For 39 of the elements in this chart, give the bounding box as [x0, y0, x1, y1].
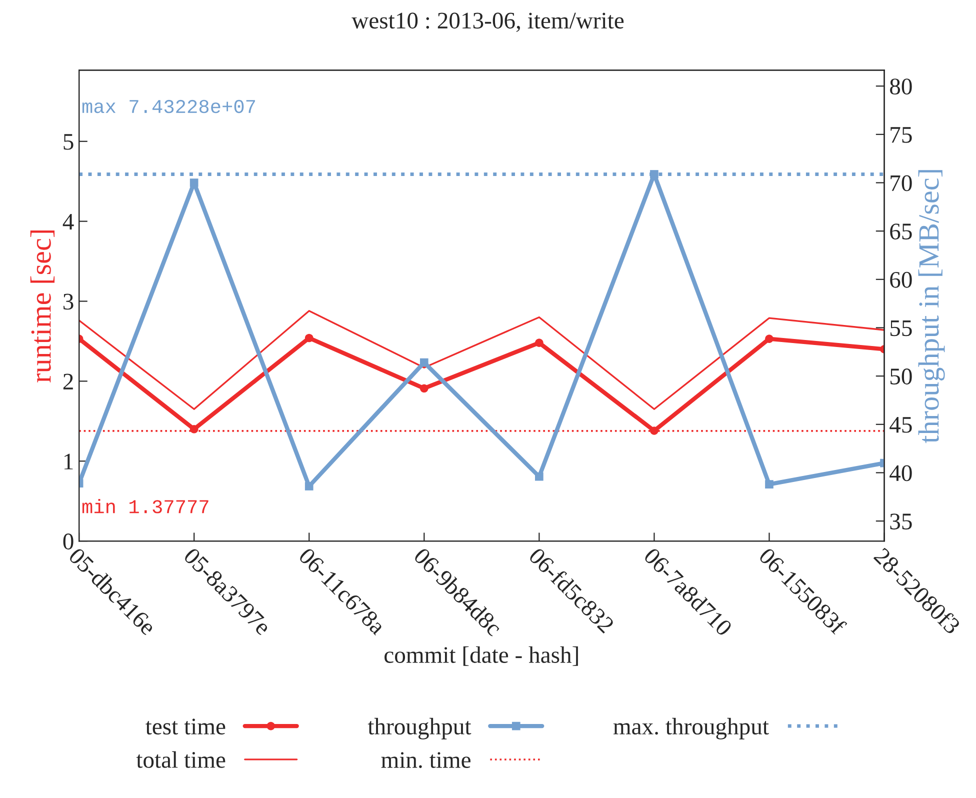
point [420, 358, 428, 367]
point [765, 334, 774, 343]
legend-label: min. time [381, 752, 470, 768]
chart-title: west10 : 2013-06, item/write [352, 12, 624, 32]
point [535, 472, 544, 481]
point [420, 384, 428, 393]
point [304, 482, 314, 490]
line-series [79, 310, 884, 410]
y-tick-label: 2 [63, 374, 73, 390]
legend-label: total time [136, 751, 226, 768]
y2-tick-label: 60 [890, 272, 912, 288]
point [765, 480, 774, 488]
point [535, 338, 544, 347]
annotation: min 1.37777 [82, 499, 208, 514]
legend-label: throughput [368, 718, 472, 740]
annotation: max 7.43228e+07 [82, 100, 255, 114]
y-tick-label: 1 [64, 454, 73, 470]
y2-tick-label: 50 [890, 368, 912, 384]
y2-tick-label: 35 [890, 514, 912, 530]
y2-tick-label: 75 [890, 127, 912, 143]
y2-tick-label: 80 [890, 78, 912, 94]
point [190, 178, 198, 187]
legend-label: max. throughput [613, 718, 769, 740]
y2-tick-label: 45 [890, 417, 912, 433]
y-tick-label: 5 [64, 134, 74, 150]
legend-label: test time [146, 718, 226, 735]
y2-tick-label: 70 [890, 175, 912, 192]
y-axis-title: runtime [sec] [30, 230, 55, 382]
y-tick-label: 4 [62, 214, 74, 230]
y2-tick-label: 40 [890, 465, 912, 482]
y-tick-label: 3 [64, 294, 74, 310]
x-axis-title: commit [date - hash] [384, 646, 578, 666]
point [304, 334, 314, 342]
y2-axis-title: throughput in [MB/sec] [918, 170, 945, 444]
y2-tick-label: 55 [890, 320, 912, 336]
y2-tick-label: 65 [890, 224, 912, 240]
point [650, 426, 658, 435]
point [190, 424, 198, 434]
y-tick-label: 0 [63, 534, 74, 550]
